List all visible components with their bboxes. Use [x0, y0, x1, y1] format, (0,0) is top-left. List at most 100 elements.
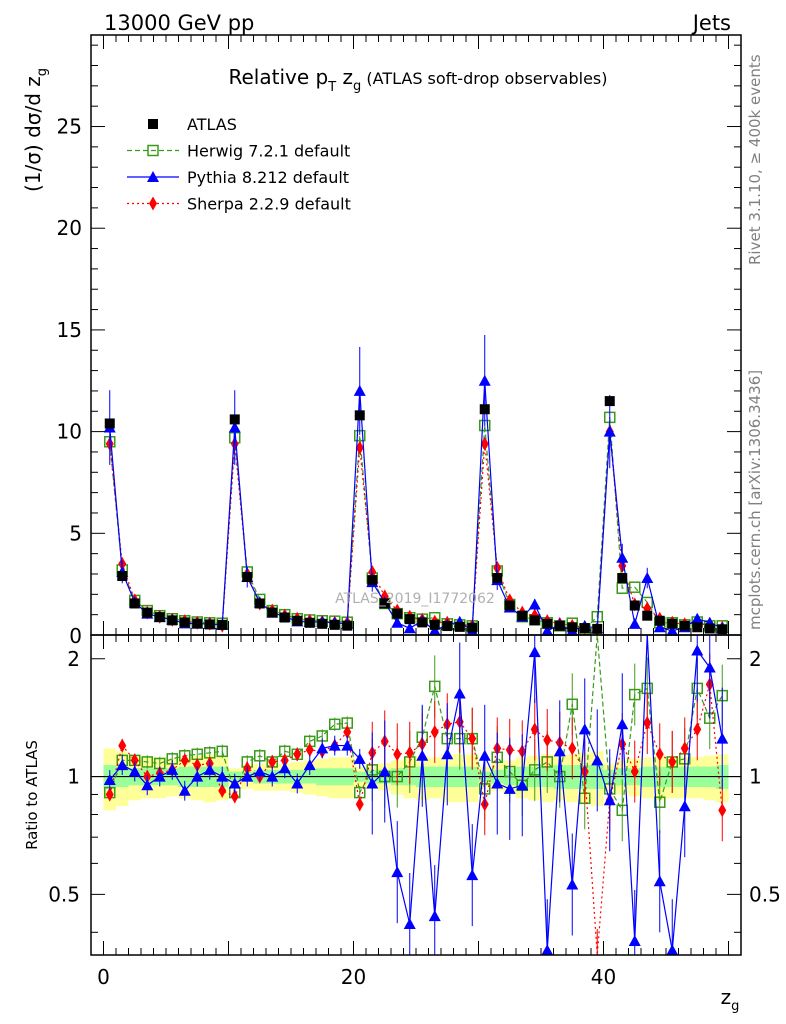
sherpa-ratio-point: [305, 742, 314, 757]
sherpa-ratio-point: [543, 733, 552, 748]
pythia-ratio-point: [578, 723, 591, 735]
pythia-ratio-point: [341, 739, 354, 751]
header-right: Jets: [691, 11, 731, 35]
atlas-point: [717, 624, 728, 635]
atlas-point: [454, 621, 465, 632]
pythia-ratio-point: [191, 770, 204, 782]
sherpa-ratio-point: [668, 754, 677, 769]
sherpa-ratio-point: [268, 754, 277, 769]
atlas-point: [504, 600, 515, 611]
atlas-point: [704, 623, 715, 634]
pythia-ratio-point: [591, 754, 604, 766]
atlas-point: [679, 620, 690, 631]
plot-title-main: Relative p: [228, 65, 328, 89]
atlas-point: [417, 617, 428, 628]
atlas-point: [317, 618, 328, 629]
sherpa-point: [493, 560, 502, 575]
sherpa-ratio-point: [293, 747, 302, 762]
mcplots-label: mcplots.cern.ch [arXiv:1306.3436]: [746, 370, 764, 630]
sherpa-point: [480, 436, 489, 451]
sherpa-ratio-point: [655, 747, 664, 762]
herwig-ratio-point: [329, 718, 341, 731]
y-tick-label: 0: [69, 624, 82, 648]
sherpa-ratio-point: [393, 747, 402, 762]
herwig-ratio-point: [191, 748, 203, 761]
pythia-ratio-point: [491, 777, 504, 789]
atlas-point: [267, 607, 278, 618]
atlas-point: [292, 615, 303, 626]
pythia-point: [403, 622, 416, 634]
atlas-point: [617, 573, 628, 584]
sherpa-ratio-point: [230, 789, 239, 804]
atlas-point: [367, 575, 378, 586]
legend-marker-herwig: [147, 144, 159, 157]
sherpa-ratio-point: [718, 803, 727, 818]
herwig-ratio-point: [429, 680, 441, 693]
sherpa-line: [109, 431, 723, 630]
pythia-ratio-point: [478, 749, 491, 761]
pythia-point: [641, 572, 654, 584]
pythia-ratio-point: [316, 742, 329, 754]
atlas-point: [242, 572, 253, 583]
pythia-ratio-point: [203, 763, 216, 775]
pythia-ratio-point: [428, 910, 441, 922]
legend-label-herwig: Herwig 7.2.1 default: [187, 142, 350, 161]
pythia-ratio-point: [716, 732, 729, 744]
atlas-point: [342, 620, 353, 631]
herwig-ratio-point: [204, 747, 216, 759]
pythia-ratio-point: [616, 718, 629, 730]
sherpa-ratio-point: [118, 738, 127, 753]
y-axis-title: (1/σ) dσ/d zg: [21, 68, 50, 192]
sherpa-ratio-point: [630, 764, 639, 779]
atlas-point: [492, 573, 503, 584]
herwig-point: [629, 581, 641, 593]
atlas-point: [304, 617, 315, 628]
herwig-ratio-point: [616, 804, 628, 817]
pythia-ratio-point: [216, 770, 229, 782]
atlas-point: [117, 571, 128, 582]
herwig-point: [616, 582, 628, 594]
pythia-ratio-point: [178, 784, 191, 796]
pythia-ratio-point: [103, 773, 116, 785]
svg-text:(1/σ) dσ/d zg: (1/σ) dσ/d zg: [21, 68, 50, 192]
ratio-y-tick-label-right: 2: [749, 647, 762, 671]
plot-title-zg: z: [336, 65, 353, 89]
atlas-point: [467, 622, 478, 633]
atlas-point: [154, 612, 165, 623]
atlas-point: [592, 623, 603, 634]
herwig-ratio-line: [109, 634, 723, 813]
pythia-point: [628, 617, 641, 629]
sherpa-ratio-point: [105, 787, 114, 802]
atlas-point: [479, 404, 490, 415]
atlas-point: [542, 618, 553, 629]
plot-title-suffix: (ATLAS soft-drop observables): [361, 69, 607, 88]
x-axis-title-main: z: [721, 985, 732, 1009]
ratio-y-tick-label: 1: [67, 765, 80, 789]
pythia-ratio-point: [603, 794, 616, 806]
pythia-point: [478, 374, 491, 386]
sherpa-ratio-point: [130, 753, 139, 768]
pythia-ratio-point: [528, 646, 541, 658]
atlas-point: [554, 620, 565, 631]
atlas-point: [279, 612, 290, 623]
svg-text:Relative pT zg (ATLAS soft-dro: Relative pT zg (ATLAS soft-drop observab…: [228, 65, 607, 95]
atlas-point: [142, 607, 153, 618]
atlas-point: [329, 619, 340, 630]
pythia-ratio-point: [128, 765, 141, 777]
pythia-point: [616, 551, 629, 563]
sherpa-ratio-point: [530, 722, 539, 737]
pythia-ratio-point: [141, 779, 154, 791]
atlas-point: [429, 619, 440, 630]
pythia-ratio-point: [391, 866, 404, 878]
y-tick-label: 15: [57, 318, 82, 342]
atlas-point: [567, 622, 578, 633]
atlas-point: [354, 410, 365, 421]
plot-title: Relative pT zg (ATLAS soft-drop observab…: [228, 65, 607, 95]
y-axis-title-main: (1/σ) dσ/d z: [21, 76, 45, 192]
plot-title-sub-t: T: [327, 80, 336, 95]
ratio-y-tick-label-right: 0.5: [749, 882, 781, 906]
y-tick-label: 10: [57, 420, 82, 444]
atlas-point: [692, 622, 703, 633]
sherpa-ratio-point: [468, 731, 477, 746]
